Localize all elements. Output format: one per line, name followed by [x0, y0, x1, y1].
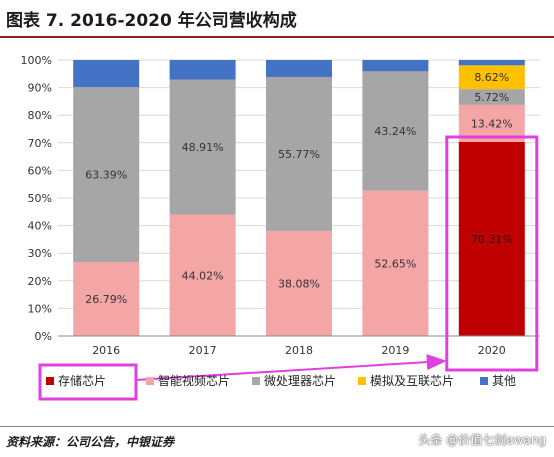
y-tick-label: 100% [21, 54, 52, 67]
highlight-box-2020 [445, 135, 539, 372]
bar-segment-smart_video [169, 214, 236, 336]
data-label: 70.31% [471, 233, 513, 246]
legend-swatch-analog [358, 377, 366, 385]
bar-segment-memory [458, 141, 525, 336]
legend-swatch-memory [46, 377, 54, 385]
y-tick-label: 50% [28, 192, 52, 205]
data-label: 43.24% [374, 125, 416, 138]
bar-segment-other [362, 60, 429, 72]
bar-segment-smart_video [362, 190, 429, 336]
bar-segment-analog [458, 65, 525, 90]
y-tick-label: 40% [28, 220, 52, 233]
bar-segment-microprocessor [169, 79, 236, 215]
highlight-arrow [135, 354, 447, 381]
legend-label-analog: 模拟及互联芯片 [370, 374, 454, 388]
x-tick-label: 2017 [189, 344, 217, 357]
legend-label-memory: 存储芯片 [58, 373, 106, 388]
stacked-bar-chart: 0% 10% 20% 30% 40% 50% 60% 70% 80% 90% 100% 26.79%… [21, 54, 540, 401]
legend-swatch-microprocessor [252, 377, 260, 385]
y-tick-label: 30% [28, 247, 52, 260]
figure-title: 图表 7. 2016-2020 年公司营收构成 [6, 11, 297, 31]
y-tick-label: 90% [28, 82, 52, 95]
x-tick-label: 2020 [478, 344, 506, 357]
bar-segment-other [169, 60, 236, 80]
highlight-annotations [38, 135, 539, 401]
bar-segment-microprocessor [73, 87, 140, 263]
y-tick-label: 10% [28, 302, 52, 315]
y-tick-label: 20% [28, 275, 52, 288]
source-note: 资料来源：公司公告，中银证券 [6, 435, 175, 449]
data-label: 63.39% [85, 169, 127, 182]
data-label: 13.42% [471, 117, 513, 130]
title-rule [0, 36, 554, 38]
bar-segment-other [458, 60, 525, 66]
bar-segment-other [266, 60, 332, 77]
legend-label-smart_video: 智能视频芯片 [158, 373, 230, 388]
y-tick-label: 80% [28, 109, 52, 122]
data-label: 38.08% [278, 277, 320, 290]
bar-segment-microprocessor [458, 89, 525, 105]
bar-segment-microprocessor [266, 76, 332, 231]
chart-bars: 26.79% 63.39% 44.02% 48.91% 38.08% 55.77% 52.6… [73, 60, 525, 336]
watermark: 头条 @价值七剑awang [418, 433, 546, 447]
chart-legend: 存储芯片 智能视频芯片 微处理器芯片 模拟及互联芯片 其他 [46, 373, 516, 388]
x-tick-label: 2019 [381, 344, 409, 357]
y-tick-label: 60% [28, 164, 52, 177]
bar-segment-other [73, 60, 140, 88]
data-label: 48.91% [182, 141, 224, 154]
x-tick-label: 2016 [92, 344, 120, 357]
data-label: 26.79% [85, 293, 127, 306]
y-tick-label: 0% [35, 330, 52, 343]
bar-segment-smart_video [73, 262, 140, 336]
data-label: 5.72% [474, 91, 509, 104]
x-axis: 2016 2017 2018 2019 2020 [58, 335, 540, 357]
bottom-rule [0, 426, 554, 427]
bar-segment-microprocessor [362, 71, 429, 191]
legend-swatch-other [480, 377, 488, 385]
data-label: 55.77% [278, 148, 320, 161]
data-label: 52.65% [374, 257, 416, 270]
data-label: 8.62% [474, 71, 509, 84]
y-axis: 0% 10% 20% 30% 40% 50% 60% 70% 80% 90% 100% [21, 54, 52, 343]
x-tick-label: 2018 [285, 344, 313, 357]
data-label: 44.02% [182, 269, 224, 282]
legend-label-microprocessor: 微处理器芯片 [264, 374, 336, 388]
y-tick-label: 70% [28, 137, 52, 150]
legend-label-other: 其他 [492, 374, 516, 388]
highlight-box-legend [38, 363, 138, 401]
legend-swatch-smart_video [146, 377, 154, 385]
bar-segment-smart_video [266, 230, 332, 336]
